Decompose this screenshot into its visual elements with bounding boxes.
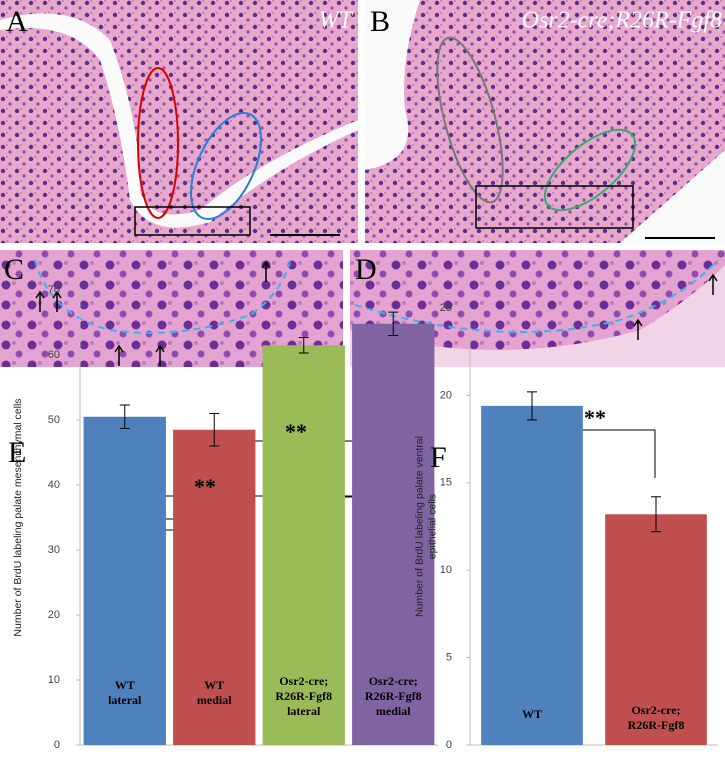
y-axis-label: Number of BrdU labeling palate mesenchym… (12, 398, 24, 636)
category-label: WT (115, 678, 135, 692)
error-bar (298, 336, 309, 354)
panel-b: B Osr2-cre;R26R-Fgf8 (365, 0, 725, 243)
bar (352, 323, 435, 745)
bar (481, 405, 583, 745)
histology-image (0, 0, 358, 243)
y-tick-label: 10 (440, 564, 452, 576)
y-tick-label: 25 (440, 302, 452, 314)
category-label: medial (197, 693, 232, 707)
category-label: Osr2-cre; (631, 703, 680, 717)
y-axis-label: Number of BrdU labeling palate ventralep… (413, 436, 438, 617)
arrows (35, 260, 271, 366)
dashed-boundary (34, 259, 291, 334)
y-tick-label: 10 (48, 674, 60, 686)
panel-label: C (4, 253, 24, 286)
panel-label: B (370, 5, 390, 38)
y-axis-label-line: Number of BrdU labeling palate ventral (413, 436, 425, 617)
significance-label: ** (285, 419, 307, 444)
category-label: lateral (287, 704, 321, 718)
bar (262, 345, 345, 745)
tissue-gap (0, 13, 358, 228)
panel-a: A WT (0, 0, 358, 243)
category-label: WT (522, 707, 542, 721)
zoom-box (134, 206, 251, 236)
panel-label: D (355, 253, 377, 286)
zoom-box (475, 185, 634, 229)
y-tick-label: 50 (48, 414, 60, 426)
category-label: lateral (108, 693, 142, 707)
y-tick-label: 30 (48, 544, 60, 556)
genotype-label: WT (319, 8, 354, 34)
arrows (633, 273, 718, 340)
dashed-boundary (354, 259, 719, 333)
y-tick-label: 15 (440, 477, 452, 489)
y-tick-label: 0 (446, 739, 452, 751)
significance-label: ** (194, 474, 216, 499)
epithelium (350, 265, 725, 367)
tissue-gap (365, 0, 420, 170)
y-tick-label: 20 (48, 609, 60, 621)
error-bar (119, 404, 130, 429)
category-label: medial (376, 704, 411, 718)
bar (605, 514, 707, 745)
error-bar (388, 311, 399, 336)
y-tick-label: 60 (48, 349, 60, 361)
error-bar (651, 496, 661, 533)
bar (83, 416, 166, 745)
red-ellipse (137, 67, 179, 219)
panel-label: F (430, 441, 447, 474)
genotype-label: Osr2-cre;R26R-Fgf8 (522, 8, 722, 34)
panel-label: A (6, 5, 28, 38)
bar (173, 429, 256, 745)
y-axis-label-line: Number of BrdU labeling palate mesenchym… (12, 398, 24, 636)
category-label: Osr2-cre; (369, 674, 418, 688)
error-bar (209, 413, 220, 447)
category-label: R26R-Fgf8 (275, 689, 332, 703)
blue-ellipse (190, 112, 262, 220)
y-axis-label-line: epithelial cells (426, 494, 438, 559)
tissue-gap (620, 150, 725, 243)
panel-label: E (8, 436, 26, 469)
y-tick-label: 0 (54, 739, 60, 751)
category-label: Osr2-cre; (279, 674, 328, 688)
category-label: R26R-Fgf8 (365, 689, 422, 703)
category-label: R26R-Fgf8 (628, 718, 685, 732)
gray-ellipse (436, 36, 504, 204)
green-ellipse (543, 128, 637, 212)
y-tick-label: 20 (440, 389, 452, 401)
error-bar (527, 391, 537, 421)
significance-label: ** (584, 405, 606, 430)
y-tick-label: 70 (48, 284, 60, 296)
y-tick-label: 40 (48, 479, 60, 491)
y-tick-label: 5 (446, 652, 452, 664)
category-label: WT (204, 678, 224, 692)
